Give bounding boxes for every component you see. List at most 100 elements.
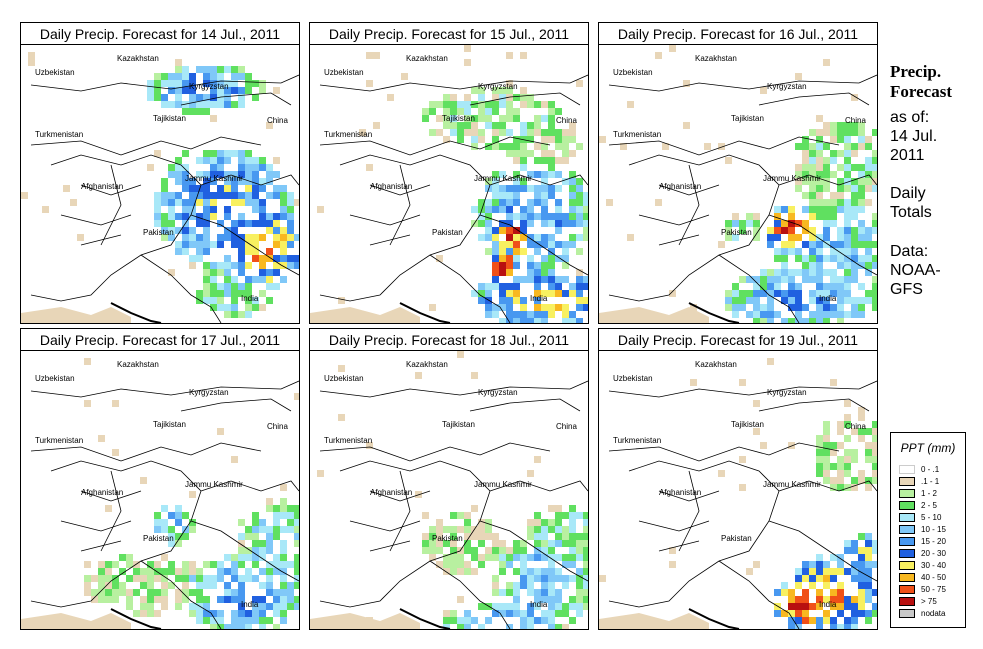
precip-cell xyxy=(809,269,816,276)
precip-cell xyxy=(548,248,555,255)
precip-cell xyxy=(541,540,548,547)
precip-cells xyxy=(317,45,588,323)
precip-cell xyxy=(119,554,126,561)
precip-cell xyxy=(830,311,837,318)
precip-cell xyxy=(816,129,823,136)
precip-cell xyxy=(492,540,499,547)
precip-cell xyxy=(816,143,823,150)
precip-cell xyxy=(287,199,294,206)
map-label-china: China xyxy=(267,116,288,125)
precip-cell xyxy=(816,435,823,442)
precip-cell xyxy=(816,290,823,297)
precip-cell xyxy=(464,115,471,122)
precip-cell xyxy=(816,178,823,185)
precip-cell xyxy=(816,248,823,255)
precip-cell xyxy=(252,547,259,554)
precip-cell xyxy=(506,311,513,318)
precip-cell xyxy=(858,610,865,617)
precip-cell xyxy=(457,351,464,358)
precip-cell xyxy=(266,227,273,234)
precip-cell xyxy=(450,129,457,136)
precip-cell xyxy=(273,561,280,568)
precip-cell xyxy=(238,213,245,220)
precip-cell xyxy=(851,262,858,269)
precip-cell xyxy=(816,575,823,582)
precip-cell xyxy=(492,108,499,115)
forecast-panel-2: Daily Precip. Forecast for 15 Jul., 2011… xyxy=(309,22,589,324)
precip-cell xyxy=(541,178,548,185)
precip-cell xyxy=(273,603,280,610)
precip-cell xyxy=(224,276,231,283)
precip-cell xyxy=(548,547,555,554)
precip-cell xyxy=(161,582,168,589)
precip-cell xyxy=(280,234,287,241)
precip-cell xyxy=(816,596,823,603)
precip-cell xyxy=(851,129,858,136)
precip-cell xyxy=(210,575,217,582)
precip-cell xyxy=(161,575,168,582)
precip-cell xyxy=(492,582,499,589)
precip-cell xyxy=(872,171,877,178)
precip-cell xyxy=(133,568,140,575)
precip-cell xyxy=(858,575,865,582)
precip-cell xyxy=(154,575,161,582)
precip-cell xyxy=(858,435,865,442)
precip-cell xyxy=(548,171,555,178)
precip-cell xyxy=(28,52,35,59)
precip-cell xyxy=(266,498,273,505)
precip-cell xyxy=(224,311,231,318)
precip-cell xyxy=(359,129,366,136)
precip-cell xyxy=(147,589,154,596)
precip-cell xyxy=(182,248,189,255)
precip-cell xyxy=(280,547,287,554)
precip-cell xyxy=(548,108,555,115)
precip-cell xyxy=(802,561,809,568)
precip-cell xyxy=(541,262,548,269)
precip-cell xyxy=(443,115,450,122)
precip-cell xyxy=(478,136,485,143)
precip-cell xyxy=(872,442,877,449)
precip-cell xyxy=(84,589,91,596)
precip-cell xyxy=(809,255,816,262)
precip-cell xyxy=(436,540,443,547)
precip-cell xyxy=(858,470,865,477)
precip-cell xyxy=(809,171,816,178)
precip-cell xyxy=(541,199,548,206)
precip-cell xyxy=(534,311,541,318)
map-canvas: UzbekistanKazakhstanKyrgyzstanTajikistan… xyxy=(599,45,877,323)
precip-cell xyxy=(527,185,534,192)
precip-cell xyxy=(851,547,858,554)
precip-cell xyxy=(837,122,844,129)
precip-cell xyxy=(210,290,217,297)
precip-cell xyxy=(872,283,877,290)
precip-cell xyxy=(858,533,865,540)
precip-cell xyxy=(816,624,823,629)
precip-cell xyxy=(513,283,520,290)
precip-cell xyxy=(548,561,555,568)
map-label-pakistan: Pakistan xyxy=(143,534,174,543)
precip-cell xyxy=(499,115,506,122)
precip-cell xyxy=(520,213,527,220)
precip-cell xyxy=(576,533,583,540)
precip-cell xyxy=(224,185,231,192)
precip-cell xyxy=(203,199,210,206)
precip-cell xyxy=(844,617,851,624)
precip-cell xyxy=(280,568,287,575)
precip-cell xyxy=(760,318,767,323)
precip-cell xyxy=(837,318,844,323)
precip-cell xyxy=(422,115,429,122)
data-line1: Data: xyxy=(890,243,929,260)
precip-cell xyxy=(203,108,210,115)
precip-cell xyxy=(161,94,168,101)
precip-cell xyxy=(147,87,154,94)
precip-cell xyxy=(774,269,781,276)
precip-cell xyxy=(534,575,541,582)
precip-cell xyxy=(224,624,231,629)
precip-cell xyxy=(168,164,175,171)
precip-cell xyxy=(844,456,851,463)
precip-cell xyxy=(823,199,830,206)
map-label-pakistan: Pakistan xyxy=(721,534,752,543)
precip-cell xyxy=(366,442,373,449)
precip-cell xyxy=(273,213,280,220)
precip-cell xyxy=(534,290,541,297)
